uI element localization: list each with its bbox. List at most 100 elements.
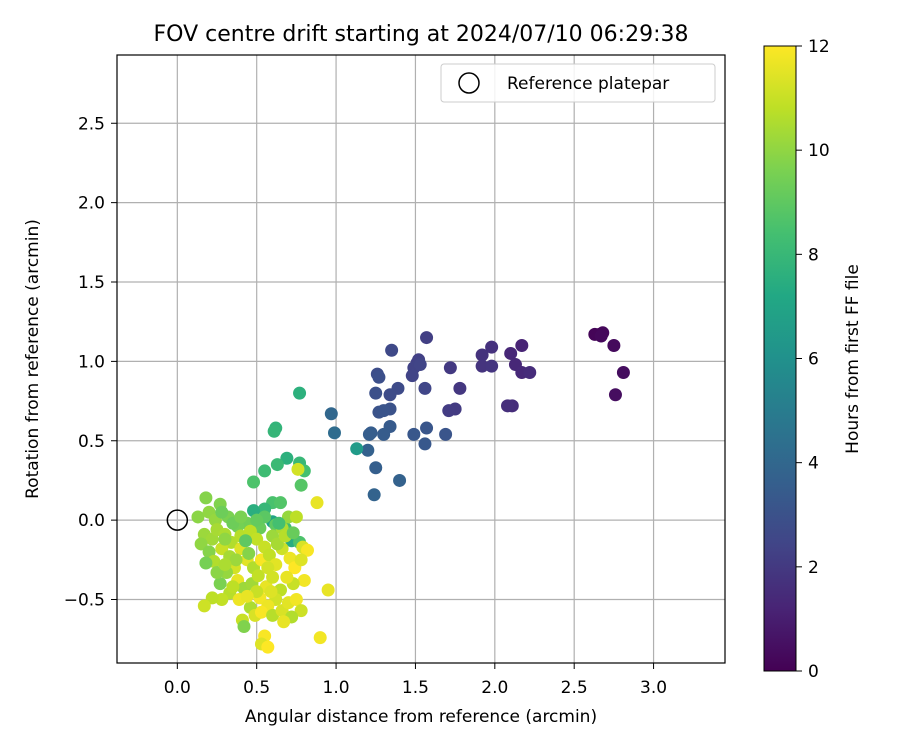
scatter-point — [247, 475, 261, 489]
scatter-point — [261, 640, 275, 654]
scatter-point — [405, 369, 419, 383]
plot-frame — [116, 54, 726, 664]
colorbar-tick-label: 0 — [808, 662, 819, 682]
y-tick-label: 0.5 — [78, 432, 105, 452]
scatter-point — [418, 381, 432, 395]
colorbar-tick-label: 10 — [808, 141, 830, 161]
scatter-point — [420, 331, 434, 345]
x-axis-label: Angular distance from reference (arcmin) — [245, 707, 597, 727]
scatter-point — [272, 516, 286, 530]
scatter-point — [289, 593, 303, 607]
scatter-point — [327, 426, 341, 440]
y-tick-label: 2.5 — [78, 114, 105, 134]
y-tick-label: 1.0 — [78, 352, 105, 372]
scatter-point — [280, 570, 294, 584]
scatter-point — [254, 605, 268, 619]
scatter-point — [194, 537, 208, 551]
scatter-point — [362, 427, 376, 441]
x-tick-label: 3.0 — [640, 678, 667, 698]
scatter-point — [501, 399, 515, 413]
scatter-point — [361, 443, 375, 457]
x-tick-label: 0.5 — [243, 678, 270, 698]
colorbar-tick-label: 4 — [808, 454, 819, 474]
scatter-point — [261, 561, 275, 575]
y-tick-label: 1.5 — [78, 273, 105, 293]
scatter-point — [372, 370, 386, 384]
scatter-point — [413, 358, 427, 372]
colorbar-tick-label: 6 — [808, 350, 819, 370]
y-tick-label: 0.0 — [78, 511, 105, 531]
colorbar-tick-label: 12 — [808, 37, 830, 57]
scatter-point — [377, 427, 391, 441]
scatter-point — [369, 461, 383, 475]
colorbar-gradient — [764, 46, 796, 671]
scatter-point — [350, 442, 364, 456]
scatter-point — [385, 343, 399, 357]
chart-title: FOV centre drift starting at 2024/07/10 … — [154, 22, 689, 47]
scatter-point — [300, 543, 314, 557]
scatter-point — [291, 462, 305, 476]
scatter-point — [234, 510, 248, 524]
scatter-point — [475, 348, 489, 362]
scatter-point — [218, 532, 232, 546]
scatter-point — [594, 329, 608, 343]
scatter-point — [289, 510, 303, 524]
reference-platepar-marker — [166, 509, 189, 531]
scatter-point — [439, 427, 453, 441]
x-axis: 0.0 0.5 1.0 1.5 2.0 2.5 3.0 — [164, 663, 667, 698]
scatter-point — [310, 496, 324, 510]
scatter-point — [297, 573, 311, 587]
scatter-point — [226, 580, 240, 594]
scatter-point — [294, 478, 308, 492]
scatter-point — [367, 488, 381, 502]
scatter-point — [523, 365, 537, 379]
colorbar-tick-label: 2 — [808, 558, 819, 578]
points-layer — [191, 326, 630, 654]
scatter-point — [504, 346, 518, 360]
scatter-point — [229, 553, 243, 567]
scatter-point — [205, 591, 219, 605]
scatter-point — [218, 558, 232, 572]
scatter-point — [199, 491, 213, 505]
scatter-point — [250, 532, 264, 546]
scatter-point — [258, 464, 272, 478]
scatter-point — [616, 365, 630, 379]
scatter-point — [418, 437, 432, 451]
scatter-point — [443, 361, 457, 375]
scatter-point — [485, 340, 499, 354]
scatter-point — [267, 424, 281, 438]
scatter-point — [383, 388, 397, 402]
scatter-point — [262, 548, 276, 562]
scatter-point — [237, 619, 251, 633]
scatter-point — [294, 604, 308, 618]
scatter-point — [407, 427, 421, 441]
y-tick-label: −0.5 — [64, 591, 105, 611]
scatter-point — [475, 359, 489, 373]
colorbar-ticks: 0 2 4 6 8 10 12 — [796, 37, 830, 682]
scatter-point — [264, 585, 278, 599]
grid — [117, 55, 725, 663]
scatter-point — [240, 589, 254, 603]
scatter-point — [215, 505, 229, 519]
legend: Reference platepar — [440, 63, 716, 103]
scatter-point — [393, 473, 407, 487]
scatter-point — [515, 339, 529, 353]
scatter-point — [280, 451, 294, 465]
scatter-point — [324, 407, 338, 421]
colorbar-tick-label: 8 — [808, 245, 819, 265]
y-axis: −0.5 0.0 0.5 1.0 1.5 2.0 2.5 — [64, 114, 117, 611]
scatter-point — [251, 569, 265, 583]
scatter-point — [191, 510, 205, 524]
scatter-point — [242, 546, 256, 560]
scatter-point — [608, 388, 622, 402]
scatter-point — [213, 577, 227, 591]
scatter-point — [199, 556, 213, 570]
scatter-point — [369, 386, 383, 400]
x-tick-label: 1.5 — [402, 678, 429, 698]
scatter-point — [321, 583, 335, 597]
x-tick-label: 0.0 — [164, 678, 191, 698]
scatter-point — [286, 526, 300, 540]
scatter-point — [442, 404, 456, 418]
scatter-point — [270, 458, 284, 472]
